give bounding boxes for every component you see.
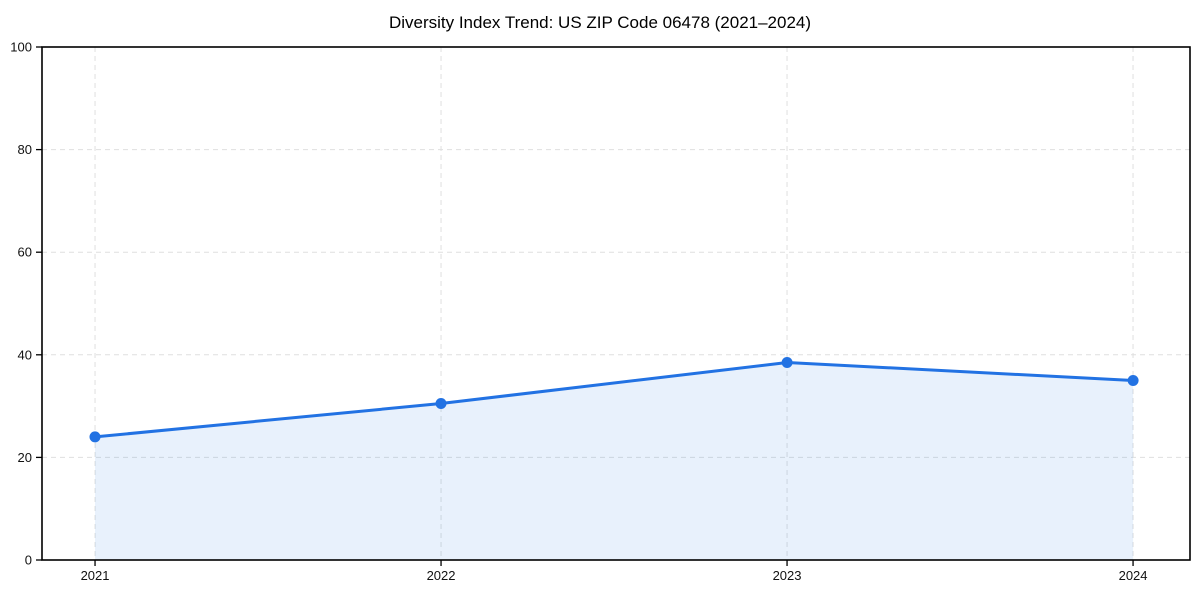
data-point-2023 xyxy=(781,357,793,368)
y-tick-label-100: 100 xyxy=(10,40,32,55)
x-tick-label-2024: 2024 xyxy=(1119,568,1148,583)
y-tick-label-60: 60 xyxy=(18,245,32,260)
area-fill xyxy=(95,362,1134,560)
y-tick-label-0: 0 xyxy=(25,553,32,568)
y-tick-label-80: 80 xyxy=(18,142,32,157)
trend-line xyxy=(93,361,1135,439)
y-tick-label-40: 40 xyxy=(18,347,32,362)
data-point-2024 xyxy=(1127,375,1139,386)
x-tick-label-2021: 2021 xyxy=(81,568,110,583)
x-tick-label-2023: 2023 xyxy=(773,568,802,583)
plot-frame xyxy=(41,46,1191,561)
y-tick-label-20: 20 xyxy=(18,450,32,465)
chart-title: Diversity Index Trend: US ZIP Code 06478… xyxy=(388,13,812,32)
x-tick-label-2022: 2022 xyxy=(427,568,456,583)
data-point-2022 xyxy=(435,398,447,409)
data-point-2021 xyxy=(89,431,101,443)
